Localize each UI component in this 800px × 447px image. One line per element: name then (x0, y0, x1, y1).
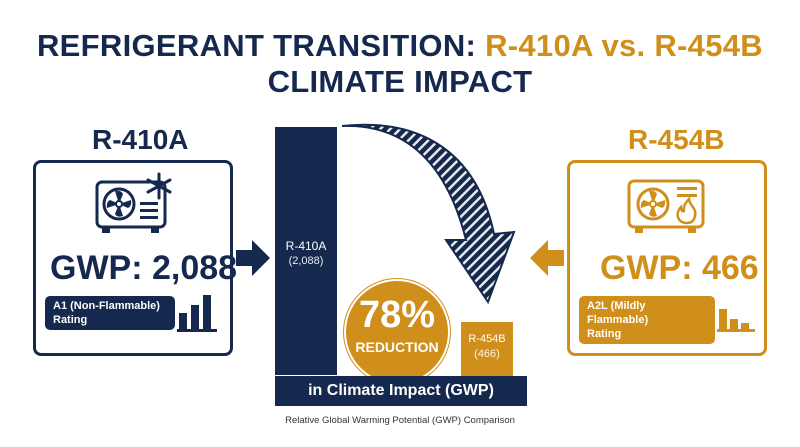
title-prefix: REFRIGERANT TRANSITION: (37, 28, 486, 63)
bar-r410a: R-410A (2,088) (275, 127, 337, 375)
right-gwp: GWP: 466 (600, 249, 759, 287)
left-bar-icon (177, 295, 217, 332)
bar-r410a-value: (2,088) (288, 255, 324, 267)
left-card: GWP: 2,088 A1 (Non-Flammable) Rating (33, 160, 237, 356)
arrow-right-icon (236, 240, 270, 276)
bar-r410a-label: R-410A (2,088) (275, 239, 337, 269)
ac-unit-snowflake-icon (95, 172, 172, 233)
left-gwp: GWP: 2,088 (50, 249, 238, 287)
right-rating-badge: A2L (Mildly Flammable) Rating (579, 296, 715, 344)
title-highlight: R-410A vs. R-454B (485, 28, 763, 63)
right-rating-line1: A2L (Mildly Flammable) (587, 300, 649, 326)
bar-r454b-value: (466) (474, 348, 500, 360)
left-refrigerant-name: R-410A (92, 124, 189, 155)
reduction-percent: 78% (358, 294, 436, 336)
page-subtitle: CLIMATE IMPACT (267, 64, 533, 99)
chart-caption: Relative Global Warming Potential (GWP) … (285, 415, 515, 426)
curved-arrow-icon (341, 123, 516, 305)
right-card: GWP: 466 A2L (Mildly Flammable) Rating (567, 160, 767, 356)
right-bar-icon (717, 309, 755, 332)
left-rating-badge: A1 (Non-Flammable) Rating (45, 296, 175, 330)
arrow-left-icon (530, 240, 564, 276)
right-rating-line2: Rating (587, 328, 622, 340)
climate-impact-banner: in Climate Impact (GWP) (275, 376, 527, 406)
left-rating-line1: A1 (Non-Flammable) (53, 300, 160, 312)
bar-r454b: R-454B (466) (461, 322, 513, 376)
ac-unit-flame-icon (627, 179, 705, 233)
bar-r410a-name: R-410A (285, 239, 327, 253)
right-refrigerant-name: R-454B (628, 124, 725, 155)
page-title: REFRIGERANT TRANSITION: R-410A vs. R-454… (0, 28, 800, 64)
reduction-label: REDUCTION (355, 339, 439, 355)
left-rating-line2: Rating (53, 314, 88, 326)
reduction-badge: 78% REDUCTION (344, 279, 450, 385)
bar-r454b-name: R-454B (468, 333, 506, 345)
bar-r454b-label: R-454B (466) (461, 332, 513, 362)
